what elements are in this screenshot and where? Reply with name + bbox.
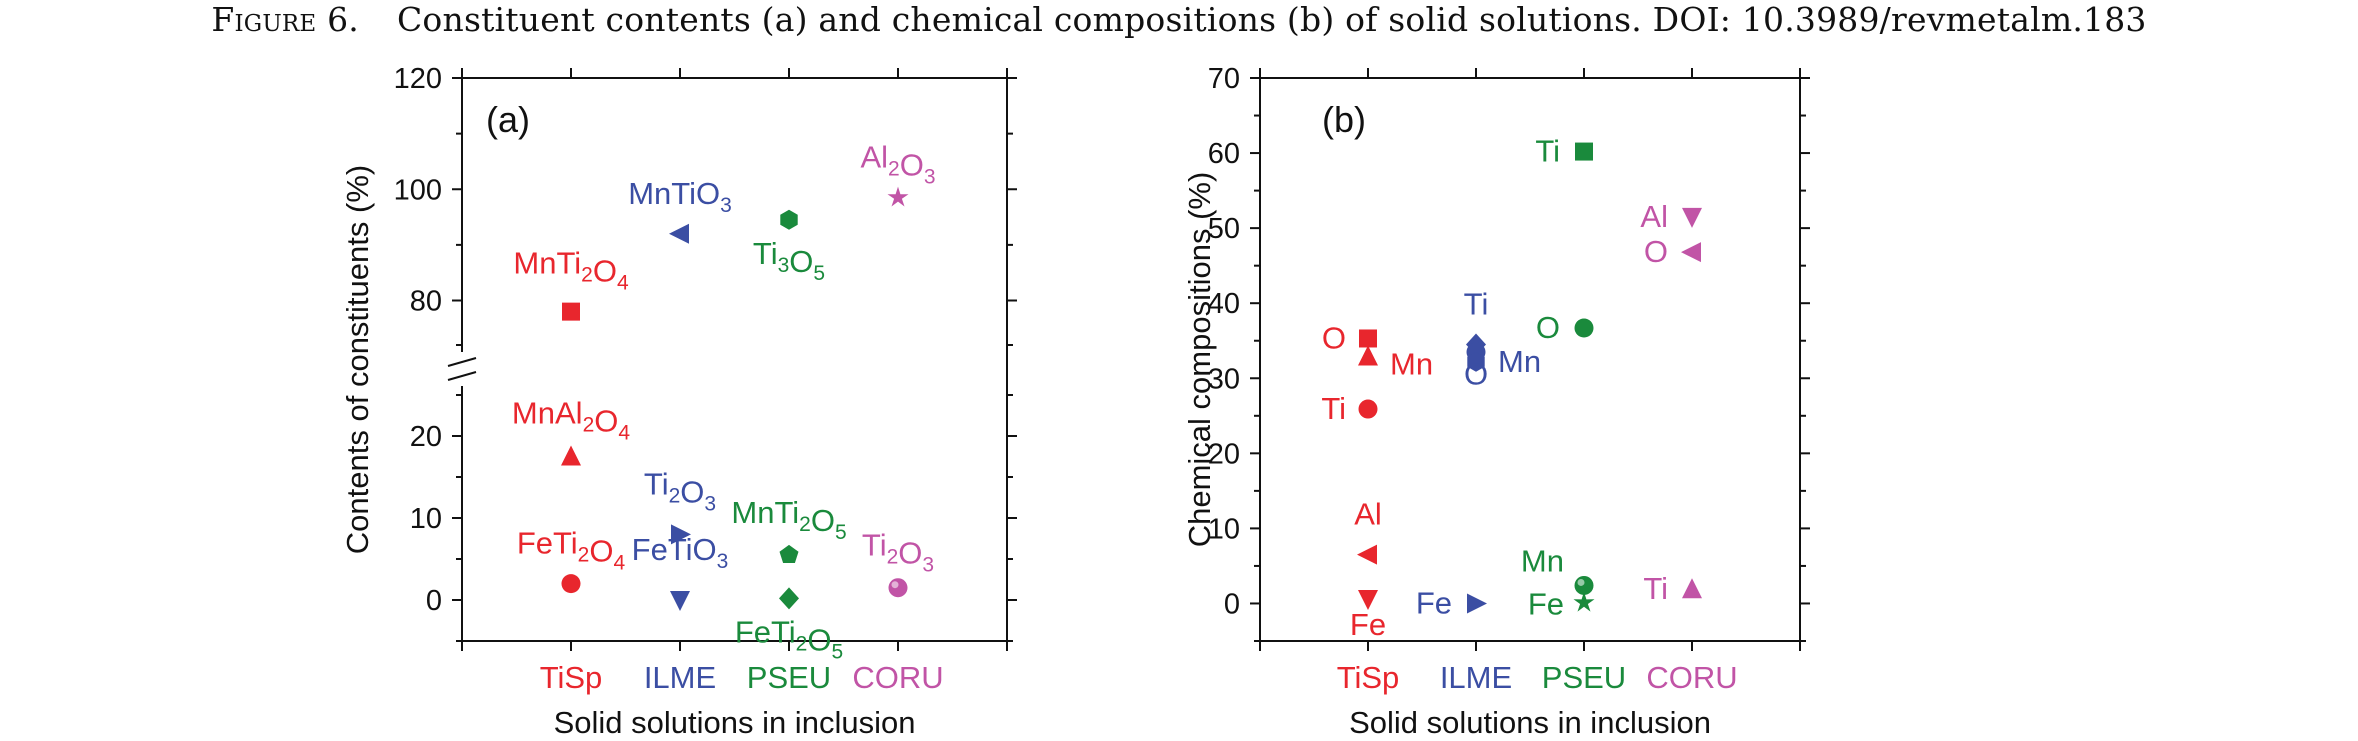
data-point: [670, 591, 690, 611]
data-point: [1467, 351, 1485, 372]
data-label: MnTi2O4: [513, 246, 629, 295]
data-point: [780, 209, 798, 230]
data-point: [669, 223, 689, 244]
axis-break-mark: [447, 371, 477, 381]
data-point: [1682, 578, 1702, 599]
panel-a: 80 100 120 0 10 20 TiSp ILME PSEU CORU Solid solut…: [340, 63, 1017, 740]
data-point: [1573, 591, 1595, 612]
data-point: [671, 524, 691, 545]
y-tick-label: 20: [1208, 438, 1240, 470]
x-category-label: TiSp: [540, 660, 603, 695]
y-axis-title: Chemical compositions (%): [1182, 172, 1217, 548]
y-tick-label: 60: [1208, 138, 1240, 170]
x-category-label: TiSp: [1337, 660, 1400, 695]
x-category-label: PSEU: [747, 660, 831, 695]
panel-label: (a): [486, 99, 530, 140]
y-tick-label: 40: [1208, 288, 1240, 320]
data-label: O: [1644, 234, 1668, 269]
data-label: FeTiO3: [632, 532, 729, 573]
caption-text: Constituent contents (a) and chemical co…: [396, 0, 2147, 39]
data-point: [1358, 399, 1378, 419]
y-tick-label: 120: [394, 63, 442, 95]
data-point: [779, 544, 799, 563]
data-label: Mn: [1498, 344, 1541, 379]
data-label: FeTi2O5: [735, 614, 843, 663]
data-point: [1358, 345, 1378, 366]
panel-b: 0 10 20 30 40 50 60 70 TiSp ILME PSEU CORU Solid sol…: [1182, 63, 1810, 740]
data-label: FeTi2O4: [517, 526, 626, 575]
x-category-label: ILME: [644, 660, 716, 695]
data-label: Ti: [1535, 134, 1560, 169]
data-point: [1357, 544, 1377, 565]
data-label: Al2O3: [860, 140, 935, 189]
y-tick-label: 0: [426, 585, 442, 617]
axis-break-mark: [447, 357, 477, 367]
data-label: Ti: [1643, 571, 1668, 606]
data-point: [1359, 329, 1377, 348]
data-label: Al: [1354, 497, 1382, 532]
data-label: Ti2O3: [644, 466, 716, 515]
data-point: [1682, 207, 1702, 228]
figure-caption: Figure 6. Constituent contents (a) and ch…: [0, 0, 2358, 52]
y-tick-label: 80: [410, 286, 442, 318]
data-point: [779, 587, 799, 610]
data-label: Fe: [1528, 587, 1564, 622]
data-point: [1467, 593, 1487, 614]
x-axis-title: Solid solutions in inclusion: [554, 705, 916, 740]
y-tick-label: 70: [1208, 63, 1240, 95]
data-label: O: [1464, 357, 1488, 392]
data-point: [887, 186, 909, 207]
x-category-label: ILME: [1440, 660, 1512, 695]
x-category-label: PSEU: [1542, 660, 1626, 695]
plot-frame: [1259, 77, 1801, 642]
y-tick-label: 10: [1208, 513, 1240, 545]
data-label: Ti: [1464, 286, 1489, 321]
y-tick-label: 100: [394, 174, 442, 206]
x-axis-title: Solid solutions in inclusion: [1349, 705, 1711, 740]
data-point: [561, 445, 581, 466]
y-tick-label: 20: [410, 421, 442, 453]
data-label: MnTi2O5: [731, 495, 846, 544]
x-category-label: CORU: [852, 660, 943, 695]
data-point: [1681, 242, 1701, 263]
data-point: [562, 302, 580, 321]
data-label: Mn: [1521, 543, 1564, 578]
data-label: Ti2O3: [862, 528, 934, 577]
data-label: Ti: [1321, 391, 1346, 426]
data-label: Ti3O5: [753, 236, 825, 285]
x-category-label: CORU: [1646, 660, 1737, 695]
data-label: O: [1536, 310, 1560, 345]
data-point: [1358, 589, 1378, 610]
data-label: O: [1322, 320, 1346, 355]
figure-number: Figure 6.: [211, 0, 359, 39]
data-point: [888, 578, 908, 598]
data-point: [1574, 575, 1594, 595]
data-label: Fe: [1350, 607, 1386, 642]
y-tick-label: 0: [1224, 588, 1240, 620]
data-label: MnTiO3: [628, 176, 732, 217]
panel-label: (b): [1322, 99, 1366, 140]
y-tick-label: 50: [1208, 213, 1240, 245]
data-label: Fe: [1416, 585, 1452, 620]
axis-break-gap: [450, 352, 474, 386]
data-label: Mn: [1390, 346, 1433, 381]
y-axis-title: Contents of constituents (%): [340, 165, 375, 554]
data-point: [561, 574, 581, 594]
data-label: MnAl2O4: [512, 396, 630, 445]
data-label: Al: [1640, 199, 1668, 234]
y-tick-label: 10: [410, 503, 442, 535]
data-point: [1574, 318, 1594, 338]
data-point: [1575, 142, 1593, 161]
y-tick-label: 30: [1208, 363, 1240, 395]
